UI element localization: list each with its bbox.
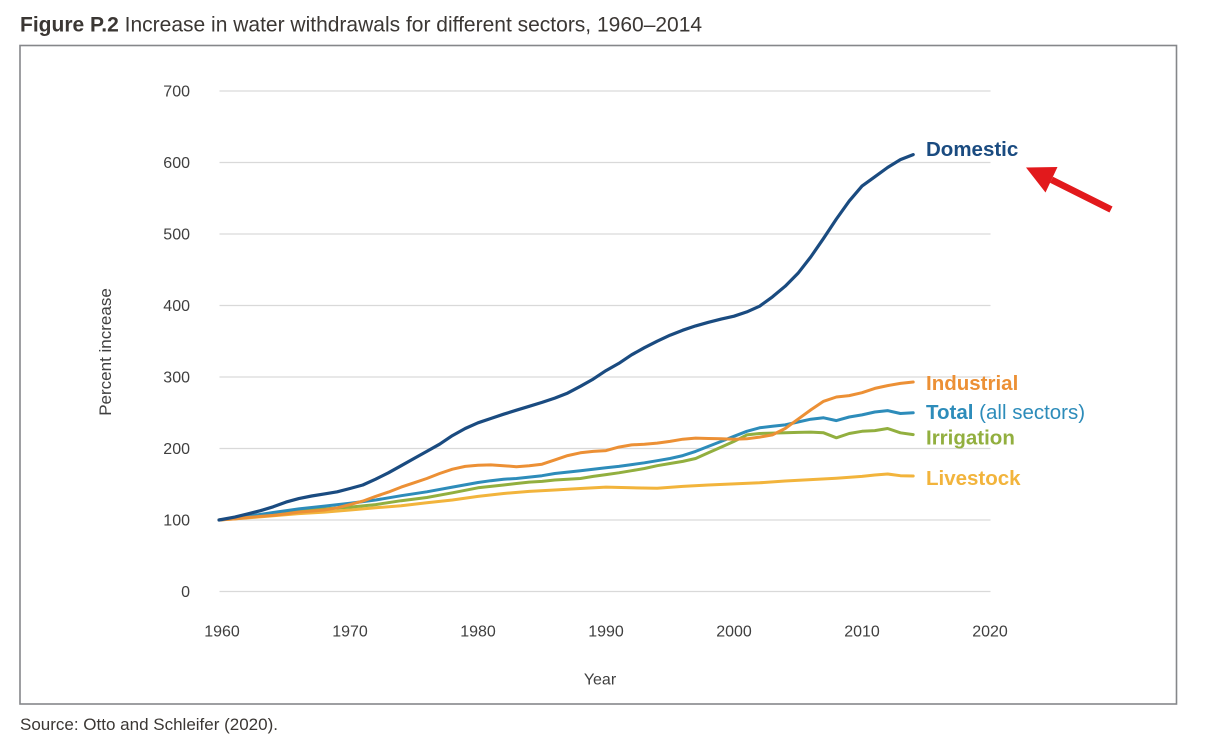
svg-text:1980: 1980 bbox=[460, 624, 496, 641]
svg-text:Total (all sectors): Total (all sectors) bbox=[926, 401, 1085, 424]
svg-text:0: 0 bbox=[181, 584, 190, 601]
svg-text:2010: 2010 bbox=[844, 624, 880, 641]
svg-text:1990: 1990 bbox=[588, 624, 624, 641]
svg-text:Livestock: Livestock bbox=[926, 467, 1021, 490]
svg-text:Figure P.2 Increase in water w: Figure P.2 Increase in water withdrawals… bbox=[20, 14, 702, 37]
svg-text:300: 300 bbox=[163, 370, 190, 387]
svg-text:500: 500 bbox=[163, 227, 190, 244]
svg-text:Domestic: Domestic bbox=[926, 138, 1018, 161]
svg-text:Source: Otto and Schleifer (20: Source: Otto and Schleifer (2020). bbox=[20, 715, 278, 734]
svg-text:700: 700 bbox=[163, 84, 190, 101]
svg-text:Industrial: Industrial bbox=[926, 372, 1018, 395]
svg-text:400: 400 bbox=[163, 298, 190, 315]
svg-text:Percent increase: Percent increase bbox=[96, 288, 115, 416]
svg-text:100: 100 bbox=[163, 513, 190, 530]
svg-text:1960: 1960 bbox=[204, 624, 240, 641]
svg-text:2000: 2000 bbox=[716, 624, 752, 641]
svg-text:Irrigation: Irrigation bbox=[926, 426, 1015, 449]
svg-text:200: 200 bbox=[163, 441, 190, 458]
svg-text:600: 600 bbox=[163, 155, 190, 172]
svg-text:1970: 1970 bbox=[332, 624, 368, 641]
svg-text:2020: 2020 bbox=[972, 624, 1008, 641]
svg-text:Year: Year bbox=[584, 672, 617, 689]
